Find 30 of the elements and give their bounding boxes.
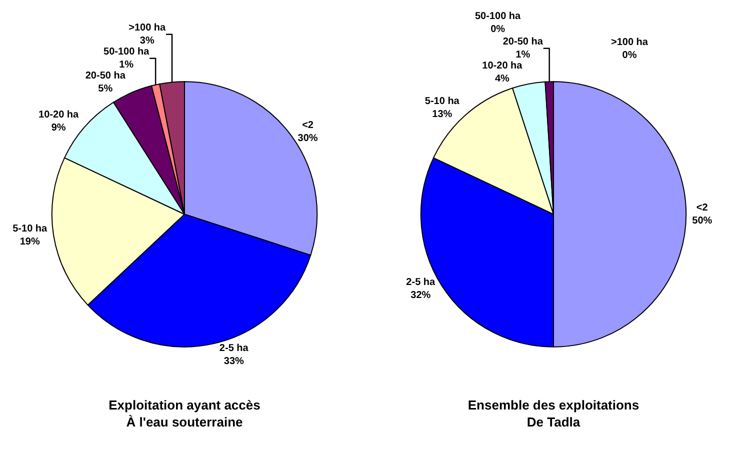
slice-label: 20-50 ha (85, 70, 126, 82)
slice-label: 2-5 ha (406, 276, 436, 288)
slice-label: 50-100 ha (104, 46, 150, 58)
slice-label: <2 (302, 120, 314, 132)
text: 0% (622, 50, 637, 61)
data-label: 3% (140, 35, 154, 46)
category-label: 50-100 ha (475, 11, 521, 22)
category-label: >100 ha (611, 37, 648, 48)
data-label: 13% (432, 109, 452, 120)
data-label: 19% (20, 236, 40, 248)
data-label: 50% (692, 215, 712, 226)
slice-label: 20-50 ha (502, 36, 544, 48)
data-label: 1% (516, 49, 530, 60)
text: Exploitation ayant accès À l'eau souterraine (108, 398, 260, 430)
data-label: 33% (224, 356, 244, 368)
slice-label: 10-20 ha (38, 109, 80, 120)
slice-label: <2 (696, 202, 708, 214)
data-label: 5% (98, 83, 113, 94)
data-label: 30% (298, 133, 318, 144)
slice-label: 5-10 ha (12, 223, 48, 234)
text: Ensemble des exploitations De Tadla (468, 398, 640, 430)
data-label: 9% (51, 122, 66, 134)
data-label: 1% (119, 59, 134, 70)
data-label: 32% (410, 290, 431, 301)
slice-label: 10-20 ha (482, 60, 523, 72)
slice-label: >100 ha (128, 22, 166, 34)
text: 0% (490, 24, 506, 35)
slice-label: 2-5 ha (219, 343, 249, 354)
slice-label: 5-10 ha (424, 96, 460, 108)
data-label: 4% (494, 73, 510, 84)
